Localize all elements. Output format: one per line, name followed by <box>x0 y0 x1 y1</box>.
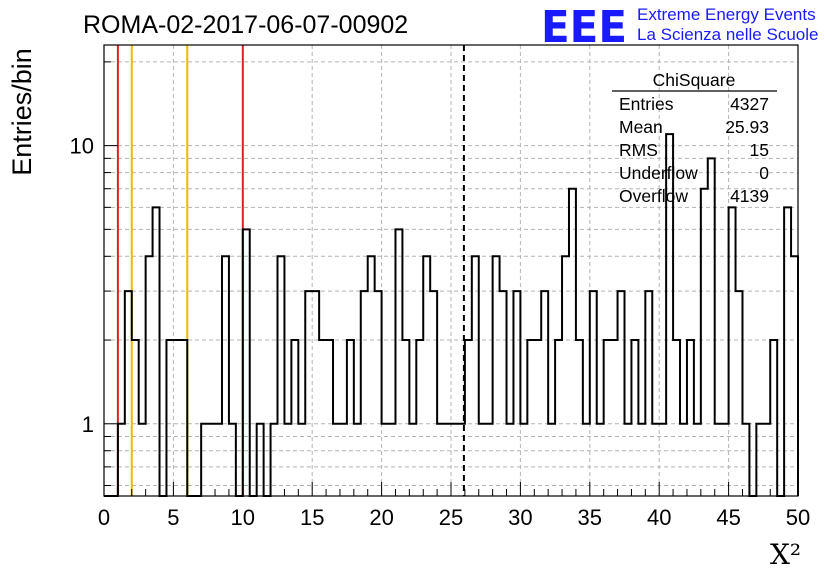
logo-line-2: La Scienza nelle Scuole <box>637 25 818 44</box>
x-tick-label: 30 <box>508 505 532 530</box>
histogram-bin <box>305 291 312 496</box>
histogram-bin <box>395 229 402 496</box>
histogram-bars <box>104 133 799 497</box>
x-tick-label: 35 <box>578 505 602 530</box>
histogram-bin <box>402 340 409 496</box>
stats-label-underflow: Underflow <box>619 163 698 183</box>
stats-value-underflow: 0 <box>759 163 769 183</box>
stats-label-entries: Entries <box>619 94 674 114</box>
histogram-bin <box>770 340 777 496</box>
histogram-bin <box>291 340 298 496</box>
histogram-bin <box>791 256 798 496</box>
histogram-bin <box>555 340 562 496</box>
x-tick-label: 45 <box>716 505 740 530</box>
stats-value-rms: 15 <box>750 140 769 160</box>
histogram-bin <box>243 229 250 496</box>
histogram-bin <box>645 291 652 496</box>
x-axis-title: X² <box>770 538 801 571</box>
histogram-bin <box>180 340 187 496</box>
x-tick-label: 0 <box>98 505 110 530</box>
stats-label-rms: RMS <box>619 140 658 160</box>
x-tick-label: 15 <box>300 505 324 530</box>
histogram-bin <box>736 291 743 496</box>
histogram-bin <box>472 256 479 496</box>
histogram-bin <box>618 291 625 496</box>
histogram-bin <box>541 291 548 496</box>
histogram-bin <box>534 340 541 496</box>
stats-value-mean: 25.93 <box>725 117 769 137</box>
histogram-bin <box>527 340 534 496</box>
histogram-bin <box>423 256 430 496</box>
histogram-bin <box>132 340 139 496</box>
histogram-bin <box>465 340 472 496</box>
histogram-outline <box>104 133 799 497</box>
eee-logo-mark: EEE <box>541 2 627 53</box>
histogram-bin <box>729 207 736 496</box>
histogram-bin <box>278 256 285 496</box>
histogram-bin <box>673 340 680 496</box>
histogram-bin <box>701 189 708 496</box>
histogram-bin <box>513 291 520 496</box>
histogram-bin <box>687 340 694 496</box>
y-tick-label: 1 <box>82 412 94 437</box>
histogram-bin <box>347 340 354 496</box>
x-tick-label: 20 <box>369 505 393 530</box>
histogram-bin <box>569 189 576 496</box>
histogram-bin <box>430 291 437 496</box>
stats-box: ChiSquare Entries 4327 Mean 25.93 RMS 15… <box>612 70 777 206</box>
x-tick-label: 5 <box>167 505 179 530</box>
grid-lines <box>104 45 798 496</box>
reference-lines <box>116 45 465 496</box>
histogram-bin <box>500 291 507 496</box>
histogram-bin <box>631 340 638 496</box>
histogram-bin <box>312 291 319 496</box>
histogram-bin <box>562 256 569 496</box>
axis-ticks <box>103 61 799 496</box>
histogram-bin <box>361 291 368 496</box>
histogram-bin <box>166 340 173 496</box>
y-axis-title: Entries/bin <box>7 48 37 176</box>
histogram-bin <box>416 340 423 496</box>
stats-title: ChiSquare <box>653 70 736 90</box>
histogram-bin <box>319 340 326 496</box>
x-tick-label: 50 <box>786 505 810 530</box>
histogram-bin <box>368 256 375 496</box>
histogram-bin <box>153 207 160 496</box>
y-tick-label: 10 <box>70 134 94 159</box>
histogram-bin <box>146 256 153 496</box>
x-tick-label: 25 <box>439 505 463 530</box>
x-tick-label: 10 <box>231 505 255 530</box>
histogram-bin <box>784 207 791 496</box>
histogram-bin <box>222 256 229 496</box>
stats-label-overflow: Overflow <box>619 186 688 206</box>
histogram-bin <box>708 158 715 496</box>
histogram-bin <box>611 340 618 496</box>
stats-value-entries: 4327 <box>730 94 769 114</box>
run-title: ROMA-02-2017-06-07-00902 <box>83 11 408 39</box>
histogram-bin <box>576 340 583 496</box>
histogram-bin <box>375 291 382 496</box>
histogram-bin <box>604 340 611 496</box>
histogram-bin <box>493 256 500 496</box>
histogram-bin <box>173 340 180 496</box>
stats-label-mean: Mean <box>619 117 663 137</box>
histogram-bin <box>590 291 597 496</box>
histogram-bin <box>326 340 333 496</box>
histogram-bin <box>125 291 132 496</box>
tick-labels: 0 5 10 15 20 25 30 35 40 45 50 1 10 <box>70 134 811 530</box>
x-tick-label: 40 <box>647 505 671 530</box>
logo-line-1: Extreme Energy Events <box>637 5 816 24</box>
stats-value-overflow: 4139 <box>730 186 769 206</box>
